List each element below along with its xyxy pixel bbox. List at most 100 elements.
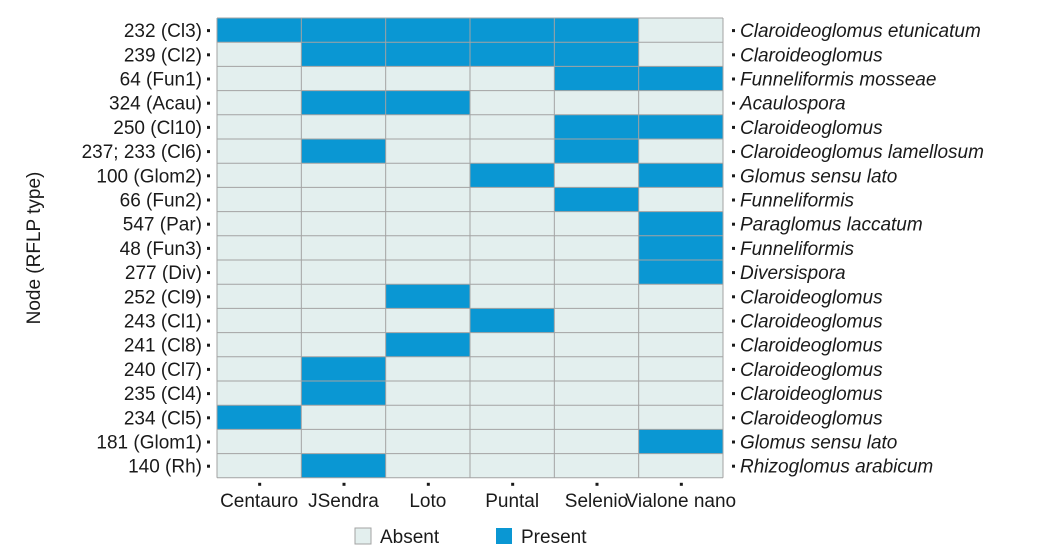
heatmap-cell bbox=[638, 381, 723, 406]
heatmap-cell bbox=[385, 139, 470, 164]
heatmap-cell bbox=[301, 405, 386, 430]
taxon-label: Claroideoglomus bbox=[740, 384, 883, 405]
row-tick bbox=[207, 150, 210, 154]
row-label: 234 (Cl5) bbox=[124, 408, 202, 429]
row-tick bbox=[207, 101, 210, 105]
heatmap-cell bbox=[217, 308, 302, 333]
taxon-label: Rhizoglomus arabicum bbox=[740, 457, 933, 478]
heatmap-cell bbox=[301, 356, 386, 381]
heatmap-cell bbox=[301, 42, 386, 67]
heatmap-cell bbox=[554, 405, 639, 430]
heatmap-cell bbox=[385, 42, 470, 67]
heatmap-grid bbox=[216, 17, 724, 479]
heatmap-cell bbox=[554, 356, 639, 381]
taxon-tick bbox=[732, 416, 735, 420]
heatmap-cell bbox=[470, 187, 555, 212]
taxon-tick bbox=[732, 367, 735, 371]
row-tick bbox=[207, 416, 210, 420]
heatmap-cell bbox=[554, 235, 639, 260]
heatmap-cell bbox=[217, 66, 302, 91]
heatmap-cell bbox=[554, 18, 639, 43]
taxon-label: Acaulospora bbox=[739, 94, 846, 115]
heatmap-cell bbox=[301, 90, 386, 115]
column-label: Puntal bbox=[485, 491, 539, 512]
taxon-label: Paraglomus laccatum bbox=[740, 215, 923, 236]
heatmap-cell bbox=[470, 139, 555, 164]
legend-swatch bbox=[354, 527, 372, 545]
column-label: Loto bbox=[409, 491, 446, 512]
row-tick bbox=[207, 343, 210, 347]
row-label: 252 (Cl9) bbox=[124, 287, 202, 308]
heatmap-cell bbox=[217, 356, 302, 381]
y-axis-title: Node (RFLP type) bbox=[24, 172, 45, 325]
row-tick bbox=[207, 222, 210, 226]
legend: Absent Present bbox=[354, 527, 587, 548]
heatmap-cell bbox=[470, 284, 555, 309]
taxon-label: Claroideoglomus etunicatum bbox=[740, 21, 981, 42]
heatmap-cell bbox=[470, 260, 555, 285]
heatmap-cell bbox=[385, 308, 470, 333]
row-tick bbox=[207, 246, 210, 250]
row-tick bbox=[207, 271, 210, 275]
heatmap-cell bbox=[385, 405, 470, 430]
heatmap-cell bbox=[301, 284, 386, 309]
heatmap-cell bbox=[638, 163, 723, 188]
heatmap-cell bbox=[217, 405, 302, 430]
row-tick bbox=[207, 125, 210, 129]
heatmap-cell bbox=[554, 187, 639, 212]
taxon-tick bbox=[732, 319, 735, 323]
heatmap-cell bbox=[301, 332, 386, 357]
row-tick bbox=[207, 174, 210, 178]
heatmap-cell bbox=[638, 139, 723, 164]
heatmap-cell bbox=[470, 356, 555, 381]
heatmap-cell bbox=[638, 284, 723, 309]
taxon-label: Glomus sensu lato bbox=[740, 166, 897, 187]
taxon-label: Glomus sensu lato bbox=[740, 433, 897, 454]
heatmap-cell bbox=[638, 90, 723, 115]
heatmap-cell bbox=[301, 18, 386, 43]
row-label: 324 (Acau) bbox=[109, 94, 202, 115]
row-tick bbox=[207, 295, 210, 299]
heatmap-cell bbox=[301, 163, 386, 188]
taxon-tick bbox=[732, 77, 735, 81]
column-tick bbox=[511, 482, 515, 486]
heatmap-cell bbox=[638, 235, 723, 260]
row-label: 66 (Fun2) bbox=[120, 191, 202, 212]
taxon-label: Funneliformis mosseae bbox=[740, 70, 936, 91]
heatmap-cell bbox=[385, 429, 470, 454]
heatmap-cell bbox=[217, 332, 302, 357]
heatmap-cell bbox=[217, 163, 302, 188]
row-label: 250 (Cl10) bbox=[113, 118, 202, 139]
row-label: 243 (Cl1) bbox=[124, 312, 202, 333]
heatmap-cell bbox=[301, 260, 386, 285]
heatmap-cell bbox=[554, 114, 639, 139]
heatmap-cell bbox=[554, 453, 639, 478]
column-tick bbox=[426, 482, 430, 486]
heatmap-cell bbox=[385, 235, 470, 260]
heatmap-cell bbox=[638, 114, 723, 139]
column-labels: Centauro JSendra Loto Puntal SelenioVialone … bbox=[220, 482, 736, 512]
taxon-tick bbox=[732, 174, 735, 178]
row-label: 241 (Cl8) bbox=[124, 336, 202, 357]
heatmap-cell bbox=[554, 139, 639, 164]
row-tick bbox=[207, 77, 210, 81]
row-tick bbox=[207, 367, 210, 371]
heatmap-cell bbox=[217, 114, 302, 139]
heatmap-cell bbox=[301, 308, 386, 333]
row-tick bbox=[207, 198, 210, 202]
heatmap-cell bbox=[385, 284, 470, 309]
heatmap-cell bbox=[301, 114, 386, 139]
taxon-tick bbox=[732, 295, 735, 299]
heatmap-cell bbox=[470, 332, 555, 357]
row-label: 240 (Cl7) bbox=[124, 360, 202, 381]
heatmap-cell bbox=[385, 18, 470, 43]
taxon-label: Claroideoglomus bbox=[740, 118, 883, 139]
taxon-tick bbox=[732, 246, 735, 250]
heatmap-cell bbox=[470, 66, 555, 91]
heatmap-cell bbox=[638, 260, 723, 285]
row-tick bbox=[207, 464, 210, 468]
heatmap-cell bbox=[554, 90, 639, 115]
column-tick bbox=[342, 482, 346, 486]
heatmap-cell bbox=[385, 211, 470, 236]
heatmap-cell bbox=[217, 18, 302, 43]
